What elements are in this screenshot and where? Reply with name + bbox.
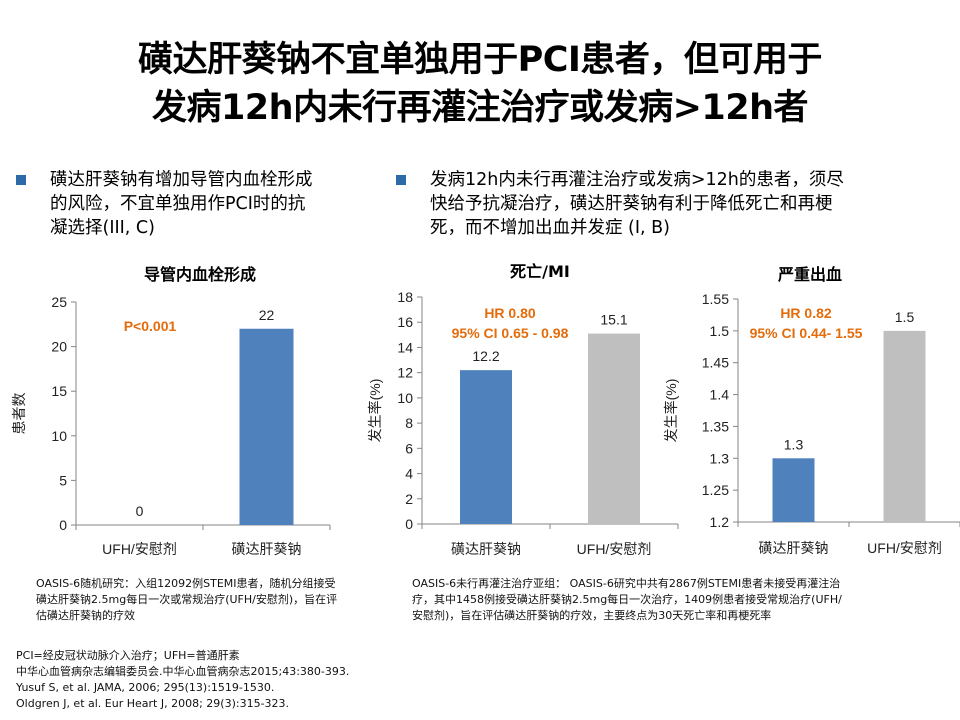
y-tick-label: 1.35 <box>702 418 729 434</box>
y-tick-label: 0 <box>59 517 67 533</box>
note-right-line-1: OASIS-6未行再灌注治疗亚组： OASIS-6研究中共有2867例STEMI… <box>412 577 841 590</box>
y-axis-title: 发生率(%) <box>663 379 679 443</box>
x-tick-label: UFH/安慰剂 <box>867 540 942 556</box>
data-label: 1.5 <box>895 309 915 325</box>
data-label: 15.1 <box>600 312 627 328</box>
y-tick-label: 25 <box>51 294 67 310</box>
x-tick-label: 磺达肝葵钠 <box>451 541 521 557</box>
y-tick-label: 18 <box>397 289 413 305</box>
y-tick-label: 0 <box>405 516 413 532</box>
y-tick-label: 1.3 <box>710 450 730 466</box>
bullet-square-icon <box>396 175 406 185</box>
bullet-right: 发病12h内未行再灌注治疗或发病>12h的患者，须尽 快给予抗凝治疗，磺达肝葵钠… <box>396 168 936 243</box>
reference-line: Yusuf S, et al. JAMA, 2006; 295(13):1519… <box>16 681 275 694</box>
slide-title-line-2: 发病12h内未行再灌注治疗或发病>12h者 <box>151 88 809 128</box>
y-tick-label: 8 <box>405 415 413 431</box>
y-tick-label: 1.4 <box>710 387 730 403</box>
annotation-line-1: HR 0.80 <box>484 305 536 321</box>
y-tick-label: 10 <box>51 428 67 444</box>
note-left: OASIS-6随机研究：入组12092例STEMI患者，随机分组接受 磺达肝葵钠… <box>36 576 406 624</box>
bullet-right-line-1: 发病12h内未行再灌注治疗或发病>12h的患者，须尽 <box>430 170 844 190</box>
y-axis-title: 发生率(%) <box>367 379 383 443</box>
data-label: 0 <box>136 503 144 519</box>
x-tick-label: 磺达肝葵钠 <box>759 540 829 556</box>
y-tick-label: 12 <box>397 365 413 381</box>
slide-title: 磺达肝葵钠不宜单独用于PCI患者，但可用于 发病12h内未行再灌注治疗或发病>1… <box>30 36 930 132</box>
note-left-line-1: OASIS-6随机研究：入组12092例STEMI患者，随机分组接受 <box>36 577 336 590</box>
y-tick-label: 1.2 <box>710 514 730 530</box>
chart-3-title: 严重出血 <box>777 265 842 284</box>
data-label: 12.2 <box>472 348 499 364</box>
bar <box>239 328 294 525</box>
y-tick-label: 15 <box>51 383 67 399</box>
note-right-line-3: 安慰剂)，旨在评估磺达肝葵钠的疗效，主要终点为30天死亡率和再梗死率 <box>412 609 772 622</box>
annotation-line-2: 95% CI 0.65 - 0.98 <box>452 325 569 341</box>
note-right: OASIS-6未行再灌注治疗亚组： OASIS-6研究中共有2867例STEMI… <box>412 576 942 624</box>
references: PCI=经皮冠状动脉介入治疗；UFH=普通肝素 中华心血管病杂志编辑委员会.中华… <box>16 648 349 712</box>
chart-1-title: 导管内血栓形成 <box>143 265 256 284</box>
slide-title-line-1: 磺达肝葵钠不宜单独用于PCI患者，但可用于 <box>138 40 822 80</box>
data-label: 1.3 <box>784 436 804 452</box>
y-tick-label: 14 <box>397 339 413 355</box>
annotation-line-2: 95% CI 0.44- 1.55 <box>750 325 863 341</box>
y-tick-label: 2 <box>405 491 413 507</box>
y-tick-label: 16 <box>397 314 413 330</box>
bullet-square-icon <box>16 175 26 185</box>
y-tick-label: 4 <box>405 466 413 482</box>
y-tick-label: 20 <box>51 339 67 355</box>
note-right-line-2: 疗，其中1458例接受磺达肝葵钠2.5mg每日一次治疗，1409例患者接受常规治… <box>412 593 842 606</box>
data-label: 22 <box>259 307 275 323</box>
note-left-line-2: 磺达肝葵钠2.5mg每日一次或常规治疗(UFH/安慰剂)，旨在评 <box>36 593 338 606</box>
y-tick-label: 5 <box>59 472 67 488</box>
y-tick-label: 1.55 <box>702 291 729 307</box>
reference-line: 中华心血管病杂志编辑委员会.中华心血管病杂志2015;43:380-393. <box>16 665 350 678</box>
bullet-left-line-1: 磺达肝葵钠有增加导管内血栓形成 <box>50 170 313 190</box>
bullet-right-line-2: 快给予抗凝治疗，磺达肝葵钠有利于降低死亡和再梗 <box>430 194 833 214</box>
reference-line: Oldgren J, et al. Eur Heart J, 2008; 29(… <box>16 697 290 710</box>
x-tick-label: UFH/安慰剂 <box>102 541 177 557</box>
bar <box>883 330 926 522</box>
x-tick-label: 磺达肝葵钠 <box>232 541 302 557</box>
y-tick-label: 10 <box>397 390 413 406</box>
y-tick-label: 1.45 <box>702 355 729 371</box>
bullet-left-line-3: 凝选择(III, C) <box>50 218 155 238</box>
annotation-line-1: HR 0.82 <box>780 305 832 321</box>
bullet-left-line-2: 的风险，不宜单独用作PCI时的抗 <box>50 194 306 214</box>
y-tick-label: 1.5 <box>710 323 730 339</box>
bar <box>772 458 815 522</box>
y-tick-label: 1.25 <box>702 482 729 498</box>
chart-2-title: 死亡/MI <box>510 262 570 281</box>
bar <box>460 370 512 524</box>
x-tick-label: UFH/安慰剂 <box>577 541 652 557</box>
y-axis-title: 患者数 <box>11 393 27 435</box>
reference-line: PCI=经皮冠状动脉介入治疗；UFH=普通肝素 <box>16 649 240 662</box>
bullet-right-line-3: 死，而不增加出血并发症 (I, B) <box>430 218 671 238</box>
annotation-line-1: P<0.001 <box>124 318 177 334</box>
bar <box>588 333 640 524</box>
bullet-left: 磺达肝葵钠有增加导管内血栓形成 的风险，不宜单独用作PCI时的抗 凝选择(III… <box>16 168 386 243</box>
y-tick-label: 6 <box>405 440 413 456</box>
note-left-line-3: 估磺达肝葵钠的疗效 <box>36 609 135 622</box>
